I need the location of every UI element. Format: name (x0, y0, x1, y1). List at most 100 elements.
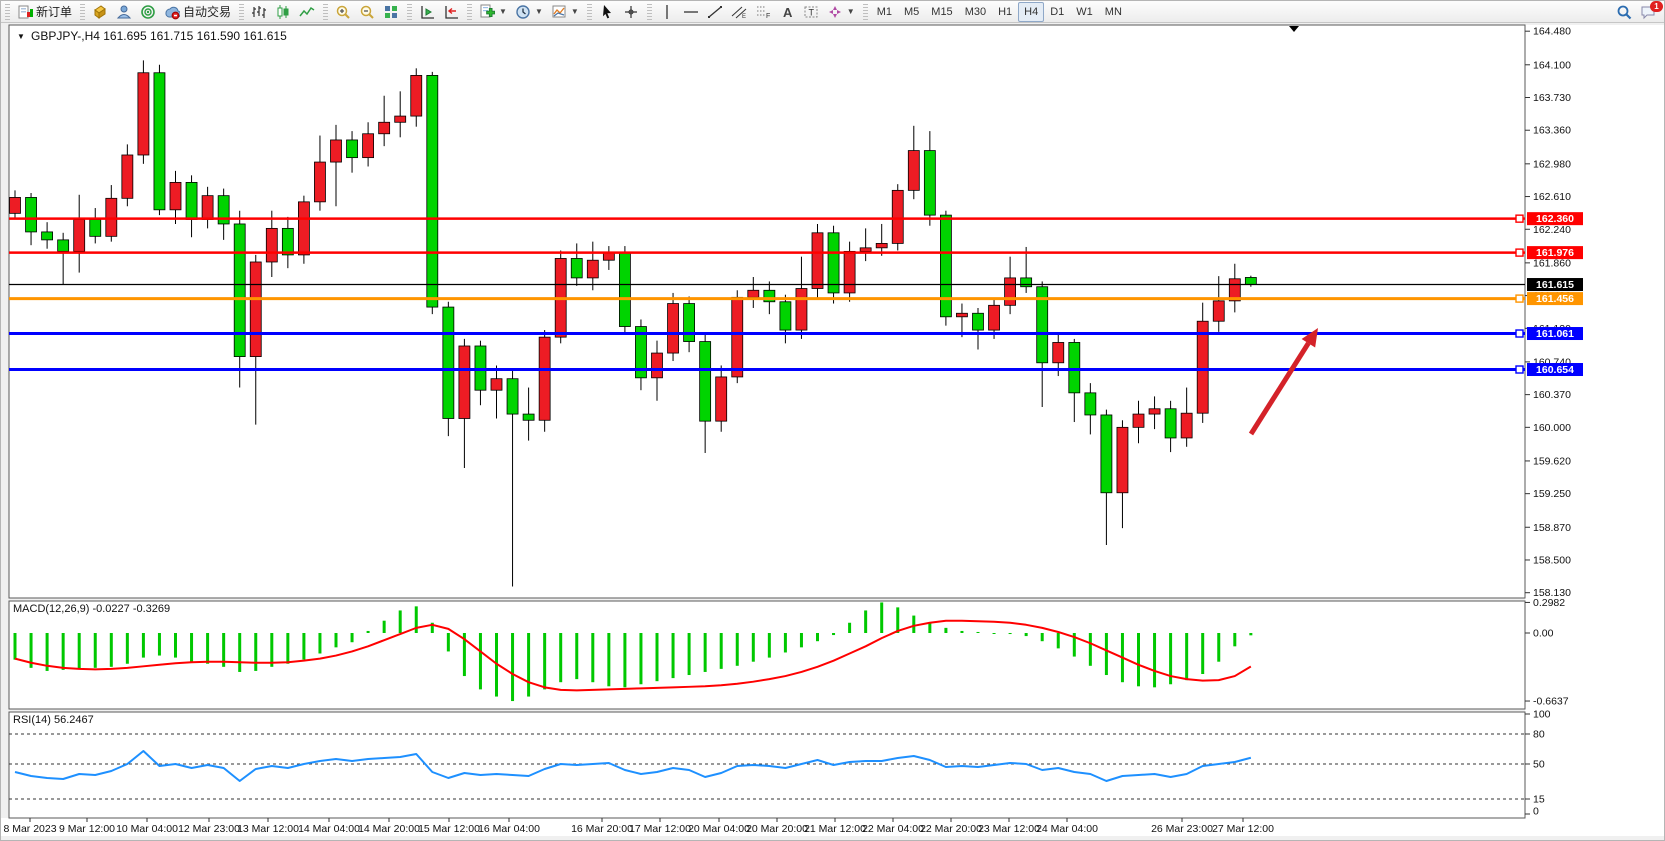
zoomout-icon (360, 5, 374, 19)
macd-hist-bar (61, 633, 65, 670)
signals-button[interactable] (136, 1, 160, 23)
macd-hist-bar (125, 633, 129, 664)
macd-hist-bar (462, 633, 466, 677)
candle-body (137, 72, 150, 156)
bars-icon (252, 5, 267, 18)
horizontal-line-button[interactable] (679, 1, 703, 23)
macd-hist-bar (687, 633, 691, 676)
zoom-in-button[interactable] (331, 1, 355, 23)
hline-handle[interactable] (1515, 294, 1524, 303)
toolbar-grip (323, 3, 329, 20)
macd-hist-bar (334, 633, 338, 648)
toolbar-grip (239, 3, 245, 20)
new-order-button[interactable]: 新订单 (13, 1, 76, 23)
macd-hist-bar (1008, 633, 1012, 635)
dropdown-arrow-icon[interactable]: ▼ (570, 7, 579, 16)
autoscroll-icon (445, 5, 459, 19)
dropdown-arrow-icon[interactable]: ▼ (534, 7, 543, 16)
candle-body (410, 75, 423, 117)
dropdown-arrow-icon[interactable]: ▼ (499, 7, 507, 16)
candle-body (763, 289, 776, 303)
chart-shift-button[interactable] (415, 1, 439, 23)
text-button[interactable]: A (775, 1, 799, 23)
fibonacci-button[interactable]: F (751, 1, 775, 23)
macd-hist-bar (928, 622, 932, 633)
candle-body (1068, 342, 1081, 394)
macd-hist-bar (816, 633, 819, 642)
price-label-box (1527, 327, 1583, 341)
toolbar-grip (646, 3, 652, 20)
timeframe-h1-button[interactable]: H1 (998, 5, 1013, 18)
equidistant-channel-button[interactable]: E (727, 1, 751, 23)
toolbar-grip (407, 3, 413, 20)
periods-button[interactable]: ▼ (511, 1, 547, 23)
price-scale-background (1525, 25, 1664, 818)
cursor-button[interactable] (595, 1, 619, 23)
timeframe-h4-button[interactable]: H4 (1018, 1, 1045, 22)
hline-handle[interactable] (1515, 365, 1524, 374)
line-chart-button[interactable] (295, 1, 319, 23)
candle-body (105, 197, 118, 237)
candle-body (153, 72, 166, 211)
macd-hist-bar (575, 633, 579, 680)
text-label-button[interactable]: T (799, 1, 823, 23)
trend-arrow[interactable] (1248, 341, 1311, 436)
dropdown-arrow-icon[interactable]: ▼ (846, 7, 855, 16)
zoom-out-button[interactable] (355, 1, 379, 23)
auto-trading-button[interactable]: 自动交易 (160, 1, 235, 23)
signal-icon (141, 4, 155, 19)
timeframe-m15-button[interactable]: M15 (931, 5, 953, 18)
price-tick-label: 159.250 (1533, 488, 1571, 500)
chart-shift-marker[interactable] (1289, 26, 1299, 32)
trendline-button[interactable] (703, 1, 727, 23)
history-center-button[interactable] (88, 1, 112, 23)
price-tick-label: 158.130 (1533, 587, 1571, 599)
timeframe-w1-button[interactable]: W1 (1076, 5, 1093, 18)
candle-body (875, 243, 888, 249)
svg-text:E: E (742, 14, 746, 20)
price-label: 161.976 (1536, 247, 1574, 259)
macd-hist-bar (1153, 633, 1157, 688)
candle-chart-button[interactable] (271, 1, 295, 23)
time-tick-label: 22 Mar 04:00 (862, 823, 924, 835)
community-button[interactable] (112, 1, 136, 23)
notifications-button[interactable]: 1 (1636, 1, 1663, 23)
bar-chart-button[interactable] (247, 1, 271, 23)
add-indicator-button[interactable]: ▼ (475, 1, 511, 23)
linechart-icon (299, 6, 315, 16)
timeframe-m1-button[interactable]: M1 (876, 5, 892, 18)
tile-windows-button[interactable] (379, 1, 403, 23)
candle-body (265, 227, 278, 263)
candle-body (201, 195, 214, 220)
hline-handle[interactable] (1515, 329, 1524, 338)
templates-button[interactable]: ▼ (547, 1, 583, 23)
time-tick-label: 12 Mar 23:00 (178, 823, 240, 835)
time-tick-label: 9 Mar 12:00 (59, 823, 115, 835)
auto-scroll-button[interactable] (439, 1, 463, 23)
rsi-tick-label: 100 (1533, 709, 1551, 721)
macd-hist-bar (992, 633, 996, 634)
hline-handle[interactable] (1515, 248, 1524, 257)
candle-body (619, 252, 631, 327)
macd-hist-bar (1233, 633, 1237, 647)
crosshair-button[interactable] (619, 1, 643, 23)
symbol-ohlc-header: GBPJPY-,H4 161.695 161.715 161.590 161.6… (31, 29, 287, 43)
symbol-dropdown-icon[interactable]: ▼ (17, 32, 25, 41)
macd-tick-label: 0.00 (1533, 628, 1554, 640)
macd-hist-bar (109, 633, 113, 667)
timeframe-d1-button[interactable]: D1 (1050, 5, 1065, 18)
search-button[interactable] (1612, 1, 1636, 23)
labelT-icon: T (804, 6, 818, 17)
arrows-button[interactable]: ▼ (823, 1, 859, 23)
timeframe-m5-button[interactable]: M5 (904, 5, 920, 18)
rsi-line (14, 750, 1252, 782)
macd-hist-bar (29, 633, 33, 668)
toolbar-grip (586, 3, 592, 20)
price-label-box (1527, 278, 1583, 292)
timeframe-mn-button[interactable]: MN (1104, 5, 1122, 18)
macd-hist-bar (414, 606, 418, 633)
timeframe-m30-button[interactable]: M30 (964, 5, 987, 18)
vertical-line-button[interactable] (655, 1, 679, 23)
trend-arrow-head[interactable] (1301, 328, 1318, 348)
hline-handle[interactable] (1515, 214, 1524, 223)
